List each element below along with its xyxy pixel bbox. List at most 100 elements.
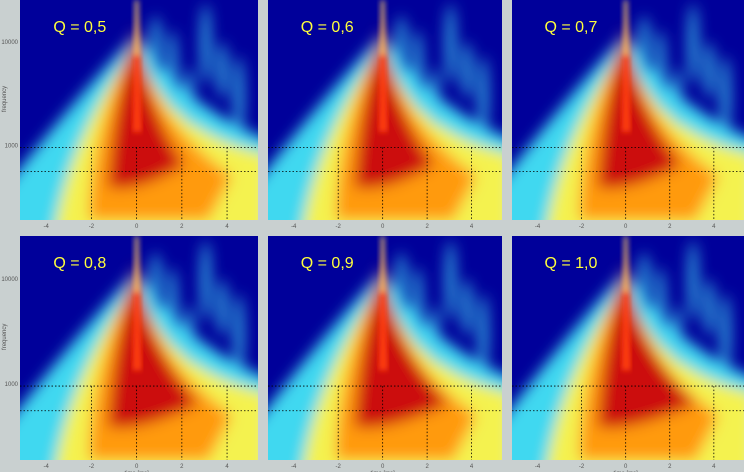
x-tick-label: -2 [579, 464, 585, 470]
streak [183, 306, 194, 363]
streak [200, 240, 211, 321]
streak [150, 252, 161, 309]
streak [183, 68, 194, 125]
streak [445, 240, 456, 321]
heatmap [268, 0, 502, 220]
panel-title: Q = 0,8 [53, 255, 106, 272]
x-tick-label: -2 [89, 464, 95, 470]
panel: Q = 0,6 -4 -2 0 2 4 [268, 0, 502, 230]
streak [639, 16, 650, 72]
streak [396, 16, 407, 72]
streak [445, 4, 456, 84]
heatmap [20, 236, 258, 460]
panel-title: Q = 1,0 [544, 255, 597, 272]
spike-line [624, 236, 627, 292]
x-tick-label: 0 [381, 224, 385, 230]
heatmap [512, 236, 744, 460]
heatmap [268, 236, 502, 460]
streak [217, 42, 228, 99]
streak [200, 4, 211, 84]
spike-core [378, 236, 388, 371]
x-tick-label: -4 [291, 224, 297, 230]
spike-core [132, 236, 142, 371]
spike-line [381, 0, 384, 55]
spike [132, 0, 142, 132]
x-tick-label: -4 [535, 224, 541, 230]
streak [478, 294, 489, 375]
streak [639, 252, 650, 309]
x-tick-label: -4 [291, 464, 297, 470]
streak [429, 306, 440, 363]
streak [720, 294, 731, 375]
y-axis-label: frequency [2, 86, 8, 112]
spike [378, 236, 388, 371]
x-tick-label: 2 [668, 224, 672, 230]
streak [671, 68, 682, 125]
x-tick-label: 0 [624, 224, 628, 230]
heatmap [20, 0, 258, 220]
panel: Q = 0,8-4-2024100001000frequencytime [ms… [1, 236, 258, 472]
x-tick-label: 2 [668, 464, 672, 470]
spike-core [621, 236, 631, 371]
y-tick-label: 10000 [1, 40, 18, 46]
spike-core [621, 0, 631, 132]
x-tick-label: 0 [381, 464, 385, 470]
x-tick-label: 4 [225, 224, 229, 230]
x-tick-label: 0 [135, 464, 139, 470]
y-tick-label: 10000 [1, 277, 18, 283]
x-tick-label: -4 [44, 464, 50, 470]
x-tick-label: 4 [225, 464, 229, 470]
x-tick-label: 4 [470, 464, 474, 470]
spike [378, 0, 388, 132]
x-tick-label: 2 [180, 464, 184, 470]
panel: Q = 0,5 -4 -2 0 2 4 10000 1000 frequency [1, 0, 258, 230]
x-tick-label: 4 [712, 464, 716, 470]
x-tick-label: -2 [336, 224, 342, 230]
spike [132, 236, 142, 371]
hot [108, 262, 199, 428]
streak [396, 252, 407, 309]
panel: Q = 0,9-4-2024time [ms] [268, 236, 502, 472]
heatmap [512, 0, 744, 220]
x-tick-label: 2 [180, 224, 184, 230]
panel-title: Q = 0,6 [301, 19, 354, 36]
streak [167, 267, 178, 348]
panel: Q = 1,0-4-2024time [ms] [512, 236, 744, 472]
spike-line [135, 236, 138, 292]
spike [621, 0, 631, 132]
streak [671, 306, 682, 363]
streak [704, 279, 715, 336]
hot [108, 26, 185, 189]
y-tick-label: 1000 [5, 143, 19, 149]
streak [412, 30, 423, 111]
y-tick-label: 1000 [5, 382, 19, 388]
streak [478, 56, 489, 137]
streak [461, 279, 472, 336]
spike-core [378, 0, 388, 132]
x-tick-label: 4 [470, 224, 474, 230]
y-axis-label: frequency [2, 324, 8, 350]
x-tick-label: 0 [624, 464, 628, 470]
panel-title: Q = 0,7 [544, 19, 597, 36]
x-tick-label: 0 [135, 224, 139, 230]
spike [621, 236, 631, 371]
x-tick-label: -2 [89, 224, 95, 230]
x-tick-label: 2 [425, 224, 429, 230]
field [512, 4, 744, 220]
streak [655, 30, 666, 111]
streak [233, 56, 244, 137]
streak [150, 16, 161, 72]
streak [412, 267, 423, 348]
streak [720, 56, 731, 137]
streak [687, 240, 698, 321]
spike-line [381, 236, 384, 292]
x-tick-label: 4 [712, 224, 716, 230]
streak [704, 42, 715, 99]
x-tick-label: -4 [535, 464, 541, 470]
spike-core [132, 0, 142, 132]
streak [687, 4, 698, 84]
spike-line [135, 0, 138, 55]
streak [167, 30, 178, 111]
panel-title: Q = 0,5 [53, 19, 106, 36]
